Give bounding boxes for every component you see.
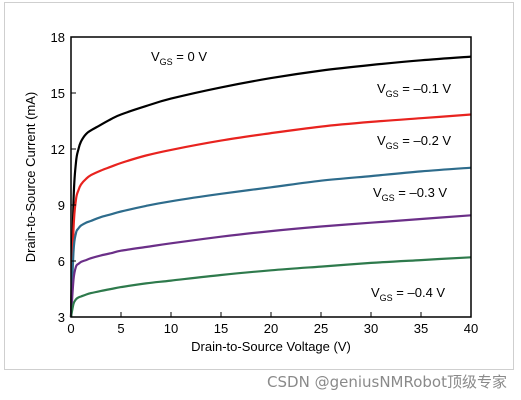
vgs-main: V	[377, 81, 386, 96]
x-tick-label: 0	[67, 321, 74, 336]
vgs-main: V	[377, 133, 386, 148]
vgs-annotation-2: VGS = –0.2 V	[377, 133, 451, 151]
series-line-4	[69, 256, 472, 318]
vgs-annotation-0: VGS = 0 V	[151, 49, 207, 67]
vgs-main: V	[151, 49, 160, 64]
vgs-sub: GS	[380, 293, 393, 303]
y-tick-label: 18	[51, 30, 65, 45]
y-tick-label: 9	[58, 198, 65, 213]
y-tick-label: 3	[58, 310, 65, 325]
y-tick-label: 12	[51, 142, 65, 157]
vgs-sub: GS	[382, 193, 395, 203]
y-tick-label: 6	[58, 254, 65, 269]
series-line-2	[69, 166, 472, 318]
vgs-sub: GS	[386, 89, 399, 99]
vgs-annotation-4: VGS = –0.4 V	[371, 285, 445, 303]
series-line-1	[69, 113, 472, 318]
x-tick-label: 5	[117, 321, 124, 336]
vgs-rest: = –0.2 V	[399, 133, 452, 148]
x-tick-label: 20	[264, 321, 278, 336]
x-tick-label: 10	[164, 321, 178, 336]
vgs-main: V	[373, 185, 382, 200]
x-tick-label: 35	[414, 321, 428, 336]
vgs-rest: = –0.4 V	[393, 285, 446, 300]
vgs-rest: = 0 V	[173, 49, 208, 64]
vgs-annotation-1: VGS = –0.1 V	[377, 81, 451, 99]
vgs-sub: GS	[160, 57, 173, 67]
series-layer	[69, 55, 472, 318]
vgs-sub: GS	[386, 141, 399, 151]
vgs-rest: = –0.1 V	[399, 81, 452, 96]
x-axis-label: Drain-to-Source Voltage (V)	[191, 339, 351, 354]
x-tick-label: 15	[214, 321, 228, 336]
vgs-annotation-3: VGS = –0.3 V	[373, 185, 447, 203]
x-tick-label: 40	[464, 321, 478, 336]
series-line-0	[69, 55, 472, 318]
y-ticks: 3 6 9 12 15 18	[51, 30, 76, 325]
x-ticks: 0 5 10 15 20 25 30 35 40	[67, 312, 478, 336]
y-axis-label: Drain-to-Source Current (mA)	[23, 92, 38, 263]
x-tick-label: 30	[364, 321, 378, 336]
vgs-main: V	[371, 285, 380, 300]
y-tick-label: 15	[51, 86, 65, 101]
x-tick-label: 25	[314, 321, 328, 336]
watermark: CSDN @geniusNMRobot顶级专家	[267, 373, 507, 391]
vgs-rest: = –0.3 V	[395, 185, 448, 200]
series-line-3	[69, 214, 472, 318]
chart-frame: 0 5 10 15 20 25 30 35 40 3 6 9 12 15 18 VGS = 0 V VGS …	[4, 2, 514, 370]
